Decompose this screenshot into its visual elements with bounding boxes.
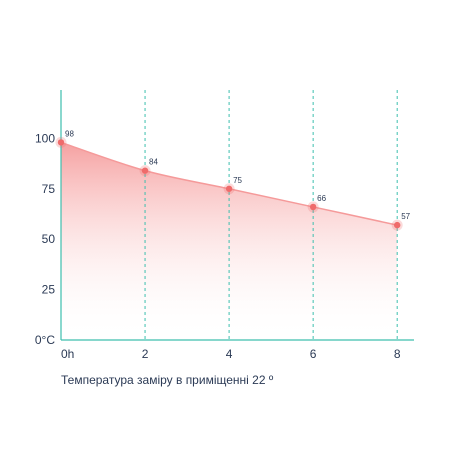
x-tick-label: 6: [310, 347, 317, 361]
data-label: 66: [317, 194, 326, 203]
data-label: 98: [65, 129, 74, 138]
data-point: [309, 203, 317, 211]
y-tick-label: 50: [42, 232, 56, 246]
y-tick-label: 0°C: [35, 333, 55, 347]
data-point: [57, 139, 65, 146]
data-label: 75: [233, 176, 242, 185]
chart-caption: Температура заміру в приміщенні 22 º: [61, 373, 274, 387]
x-tick-label: 2: [142, 347, 149, 361]
y-tick-label: 25: [42, 283, 56, 297]
x-tick-label: 0h: [61, 347, 74, 361]
data-point: [225, 185, 233, 192]
y-tick-label: 75: [42, 182, 56, 196]
x-tick-label: 8: [394, 347, 401, 361]
y-tick-label: 100: [35, 131, 55, 145]
data-point: [393, 221, 401, 229]
data-label: 84: [149, 158, 158, 167]
data-label: 57: [401, 212, 410, 221]
data-point: [141, 167, 149, 174]
x-tick-label: 4: [226, 347, 233, 361]
